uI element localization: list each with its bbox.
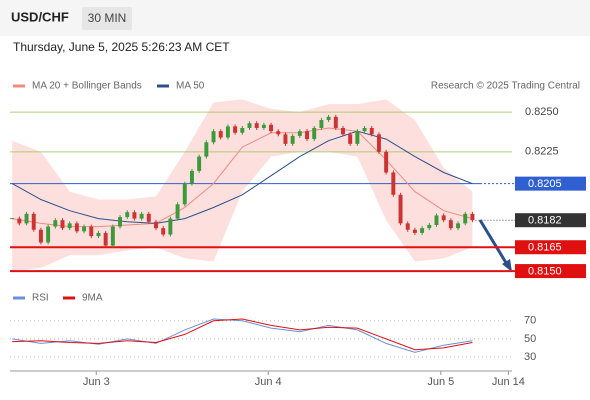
- candle: [233, 126, 238, 133]
- candle: [154, 221, 158, 229]
- legend-label: 9MA: [82, 293, 103, 304]
- candle: [470, 213, 475, 221]
- candle: [369, 127, 374, 135]
- level-label: 0.8250: [525, 106, 559, 118]
- candle: [218, 131, 223, 138]
- candle: [276, 131, 281, 135]
- candle: [261, 124, 266, 128]
- candle: [297, 131, 302, 136]
- candle: [384, 151, 389, 173]
- candle: [31, 213, 36, 230]
- candle: [290, 135, 295, 144]
- candle: [341, 127, 345, 135]
- candle: [96, 232, 101, 237]
- source: Research © 2025 Trading Central: [431, 81, 580, 92]
- candle: [434, 215, 439, 225]
- indicator-line: [12, 318, 473, 353]
- candle: [139, 213, 144, 219]
- candle: [168, 218, 173, 235]
- bollinger-band: [12, 99, 473, 272]
- symbol: USD/CHF: [11, 9, 69, 24]
- candle: [211, 131, 216, 143]
- level-label: 0.8205: [528, 178, 562, 190]
- candle: [305, 131, 310, 140]
- candle: [125, 212, 130, 218]
- candle: [60, 220, 65, 229]
- candle: [204, 142, 209, 157]
- candle: [197, 156, 202, 171]
- candle: [456, 223, 461, 229]
- candle: [182, 183, 187, 205]
- candle: [441, 215, 446, 221]
- legend-label: MA 20 + Bollinger Bands: [32, 81, 142, 92]
- y-tick-label: 30: [524, 351, 536, 363]
- indicator-line: [12, 318, 473, 351]
- candle: [333, 116, 338, 128]
- candle: [24, 213, 29, 224]
- candle: [67, 223, 72, 229]
- candle: [110, 226, 115, 246]
- candle: [463, 213, 468, 224]
- y-tick-label: 70: [524, 315, 536, 327]
- candle: [376, 134, 381, 152]
- candle: [269, 124, 274, 132]
- interval-label[interactable]: 30 MIN: [88, 11, 127, 25]
- timestamp: Thursday, June 5, 2025 5:26:23 AM CET: [13, 40, 230, 54]
- candle: [74, 223, 79, 232]
- forecast-arrowhead: [502, 259, 512, 272]
- candle: [398, 194, 403, 224]
- x-tick-label: Jun 5: [427, 376, 454, 388]
- level-box: [515, 176, 586, 191]
- candle: [82, 226, 87, 232]
- candle: [448, 220, 453, 229]
- candle: [161, 228, 166, 235]
- ma-line: [12, 127, 473, 228]
- candle: [175, 204, 180, 219]
- candle: [240, 127, 245, 133]
- level-box: [515, 264, 586, 279]
- level-box: [515, 240, 586, 255]
- candle: [283, 134, 288, 144]
- candle: [355, 131, 360, 144]
- legend-label: MA 50: [176, 81, 205, 92]
- candle: [225, 126, 230, 138]
- candle: [132, 212, 137, 219]
- level-label: 0.8150: [528, 265, 562, 277]
- candle: [17, 218, 22, 224]
- last-price-label: 0.8182: [528, 215, 562, 227]
- level-label: 0.8165: [528, 242, 562, 254]
- x-tick-label: Jun 3: [83, 376, 110, 388]
- candle: [189, 170, 194, 184]
- candle: [247, 123, 252, 128]
- candle: [326, 116, 331, 121]
- candle: [146, 213, 151, 222]
- legend-label: RSI: [32, 293, 49, 304]
- candle: [46, 226, 51, 243]
- y-tick-label: 50: [524, 333, 536, 345]
- x-tick-label: Jun 4: [255, 376, 282, 388]
- candle: [391, 172, 396, 195]
- x-tick-label: Jun 14: [492, 376, 525, 388]
- candle: [254, 123, 259, 128]
- candle: [412, 229, 417, 233]
- candle: [118, 217, 123, 227]
- candle: [427, 224, 432, 229]
- candle: [53, 220, 58, 227]
- candle: [38, 229, 43, 243]
- forecast-arrow: [478, 219, 510, 267]
- interval-button[interactable]: [82, 7, 132, 30]
- candle: [89, 226, 94, 237]
- candle: [312, 127, 317, 140]
- candle: [348, 134, 353, 144]
- candle: [420, 228, 425, 233]
- candle: [103, 232, 108, 246]
- candle: [362, 127, 367, 132]
- last-price-box: [515, 213, 586, 228]
- level-label: 0.8225: [525, 146, 559, 158]
- candle: [319, 120, 324, 128]
- ma-line: [11, 130, 473, 224]
- candle: [405, 223, 410, 230]
